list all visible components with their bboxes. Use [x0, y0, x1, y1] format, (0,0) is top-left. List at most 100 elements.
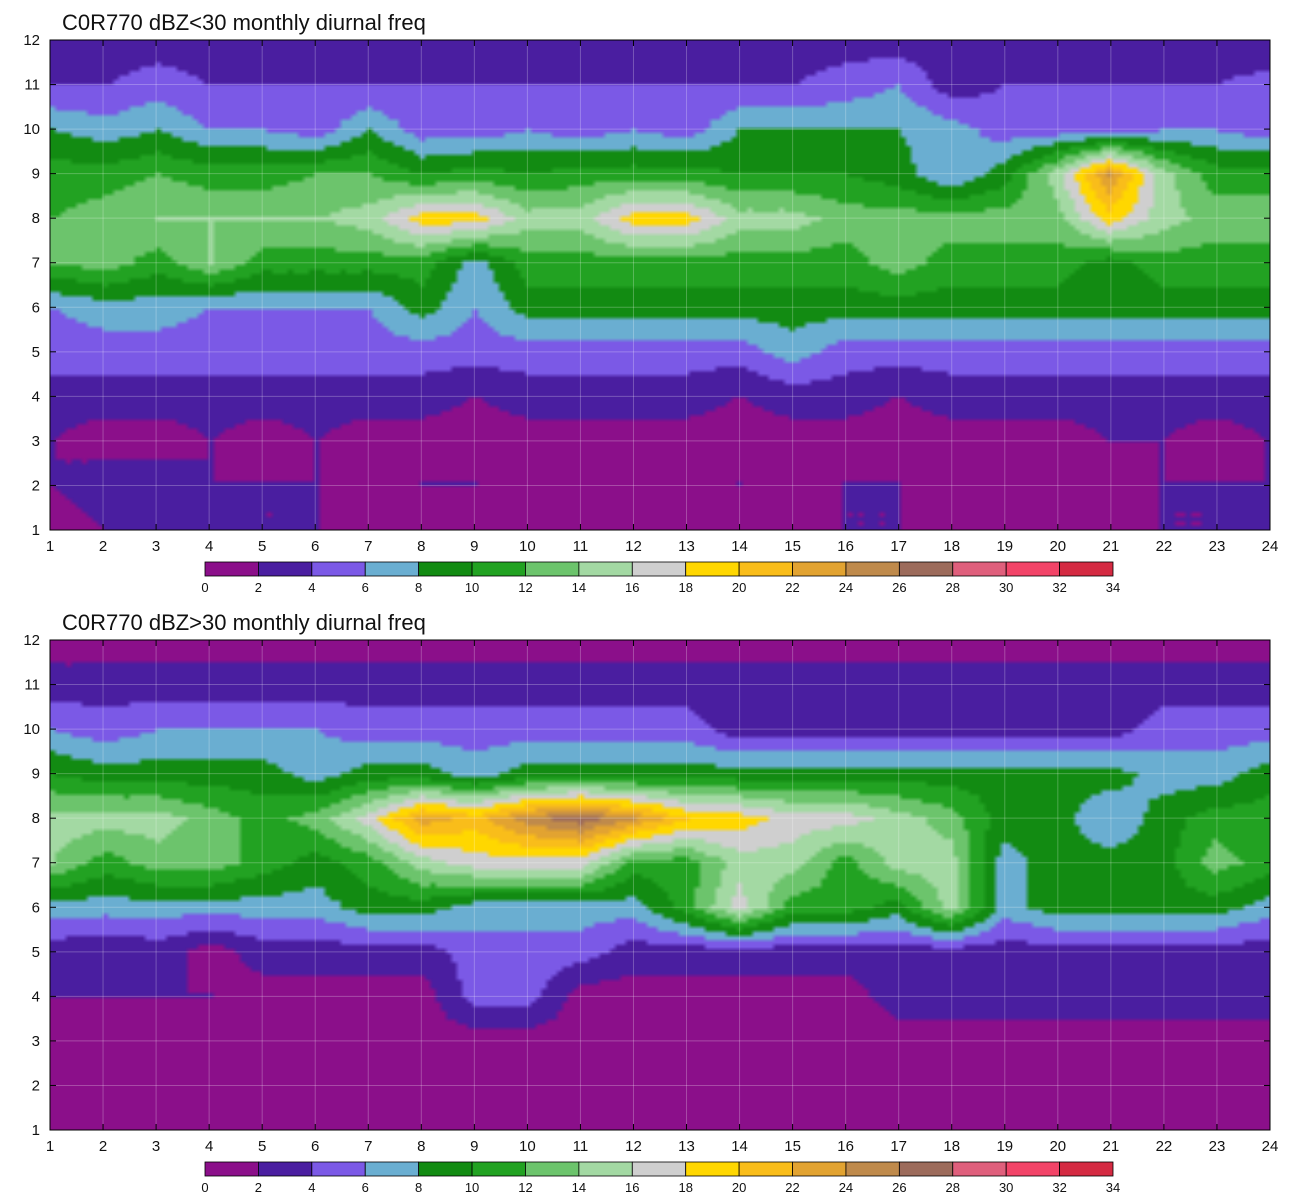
x-tick-label: 12 [625, 1138, 642, 1155]
y-tick-label: 6 [32, 299, 40, 316]
x-tick-label: 10 [519, 538, 536, 555]
colorbar-swatch [471, 1161, 526, 1177]
x-tick-label: 20 [1049, 538, 1066, 555]
chart-title: C0R770 dBZ>30 monthly diurnal freq [62, 610, 426, 635]
colorbar-swatch [845, 1161, 900, 1177]
colorbar-swatch [952, 561, 1007, 577]
x-tick-label: 14 [731, 1138, 748, 1155]
x-tick-label: 5 [258, 538, 266, 555]
x-tick-label: 20 [1049, 1138, 1066, 1155]
colorbar-label: 18 [678, 1180, 692, 1195]
x-tick-label: 22 [1156, 1138, 1173, 1155]
colorbar-swatch [685, 561, 740, 577]
y-tick-label: 8 [32, 210, 40, 227]
x-tick-label: 16 [837, 1138, 854, 1155]
colorbar-swatch [898, 1161, 954, 1177]
colorbar-label: 34 [1106, 1180, 1120, 1195]
colorbar-label: 22 [785, 580, 799, 595]
colorbar-label: 14 [572, 580, 586, 595]
colorbar-swatch [738, 561, 793, 577]
colorbar-label: 16 [625, 580, 639, 595]
x-tick-label: 8 [417, 538, 425, 555]
colorbar-swatch [631, 561, 687, 577]
colorbar-label: 4 [308, 1180, 315, 1195]
colorbar-label: 24 [839, 1180, 853, 1195]
x-tick-label: 10 [519, 1138, 536, 1155]
colorbar-swatch [258, 1161, 313, 1177]
colorbar-swatch [685, 1161, 740, 1177]
y-tick-label: 7 [32, 855, 40, 872]
colorbar-swatch [204, 561, 259, 577]
x-tick-label: 4 [205, 538, 213, 555]
colorbar-label: 0 [201, 580, 208, 595]
colorbar-label: 2 [255, 1180, 262, 1195]
colorbar-label: 26 [892, 580, 906, 595]
x-tick-label: 13 [678, 538, 695, 555]
colorbar: 0 2 4 6 8 10 12 14 16 18 20 22 24 26 28 30 32 34 [201, 1161, 1120, 1195]
y-tick-label: 1 [32, 522, 40, 539]
colorbar-label: 22 [785, 1180, 799, 1195]
x-tick-label: 24 [1262, 1138, 1279, 1155]
colorbar-swatch [364, 561, 420, 577]
contour-chart-svg: 1 2 3 4 5 6 7 8 9 10 11 12 13 14 15 16 17 18 19 20 21 22 23 241… [23, 32, 1279, 595]
colorbar-label: 8 [415, 1180, 422, 1195]
x-tick-label: 5 [258, 1138, 266, 1155]
y-tick-label: 11 [24, 677, 40, 694]
colorbar-label: 20 [732, 1180, 746, 1195]
y-tick-label: 7 [32, 255, 40, 272]
colorbar-label: 32 [1052, 580, 1066, 595]
colorbar-swatch [204, 1161, 259, 1177]
x-tick-label: 21 [1103, 1138, 1120, 1155]
colorbar-swatch [471, 561, 526, 577]
contour-fill [50, 40, 1270, 530]
x-tick-label: 19 [996, 538, 1013, 555]
colorbar-swatch [792, 561, 847, 577]
colorbar-label: 34 [1106, 580, 1120, 595]
x-tick-label: 9 [470, 1138, 478, 1155]
x-tick-label: 22 [1156, 538, 1173, 555]
y-tick-label: 6 [32, 899, 40, 916]
colorbar-label: 28 [946, 1180, 960, 1195]
x-tick-label: 8 [417, 1138, 425, 1155]
colorbar-swatch [418, 561, 473, 577]
colorbar-label: 12 [518, 1180, 532, 1195]
y-tick-label: 2 [32, 477, 40, 494]
y-tick-label: 5 [32, 344, 40, 361]
colorbar-label: 6 [362, 580, 369, 595]
y-tick-label: 4 [32, 988, 40, 1005]
x-tick-label: 6 [311, 1138, 319, 1155]
x-tick-label: 23 [1209, 1138, 1226, 1155]
colorbar-swatch [952, 1161, 1007, 1177]
x-tick-label: 24 [1262, 538, 1279, 555]
colorbar-label: 14 [572, 1180, 586, 1195]
grid-lines [49, 639, 1271, 1131]
colorbar-swatch [1059, 561, 1114, 577]
colorbar-label: 6 [362, 1180, 369, 1195]
colorbar-label: 10 [465, 1180, 479, 1195]
colorbar-label: 32 [1052, 1180, 1066, 1195]
x-tick-label: 11 [573, 1138, 589, 1155]
x-tick-label: 3 [152, 1138, 160, 1155]
colorbar-swatch [525, 561, 580, 577]
colorbar-swatch [792, 1161, 847, 1177]
x-tick-label: 19 [996, 1138, 1013, 1155]
x-tick-label: 7 [364, 1138, 372, 1155]
y-tick-label: 9 [32, 166, 40, 183]
colorbar-label: 24 [839, 580, 853, 595]
colorbar-label: 0 [201, 1180, 208, 1195]
colorbar-label: 30 [999, 1180, 1013, 1195]
x-tick-label: 15 [784, 1138, 801, 1155]
y-tick-label: 3 [32, 1033, 40, 1050]
x-tick-label: 21 [1103, 538, 1120, 555]
x-tick-label: 23 [1209, 538, 1226, 555]
x-tick-label: 11 [573, 538, 589, 555]
colorbar-label: 10 [465, 580, 479, 595]
colorbar-swatch [311, 561, 366, 577]
colorbar-label: 30 [999, 580, 1013, 595]
colorbar-label: 26 [892, 1180, 906, 1195]
x-tick-label: 14 [731, 538, 748, 555]
colorbar-swatch [578, 561, 633, 577]
colorbar-label: 18 [678, 580, 692, 595]
